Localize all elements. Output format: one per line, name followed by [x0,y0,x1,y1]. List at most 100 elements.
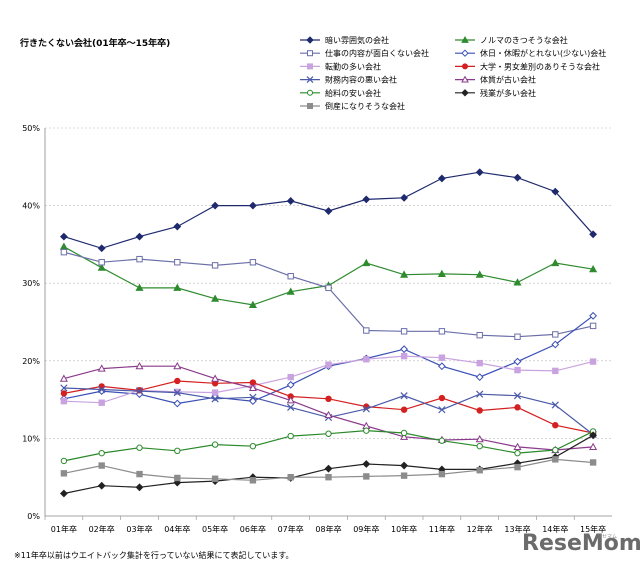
data-point [476,407,483,414]
data-point [97,244,106,253]
data-point [438,470,446,478]
data-point [248,383,257,392]
data-point [400,328,408,335]
data-point [475,168,484,177]
x-tick-label: 13年卒 [504,524,530,534]
chart-title: 行きたくない会社(01年卒～15年卒) [19,37,170,49]
data-point [475,434,484,443]
data-point [211,475,219,482]
data-point [306,76,314,84]
data-point [59,232,68,241]
data-point [135,283,144,291]
y-tick-label: 10% [22,434,40,443]
data-point [60,384,68,392]
x-tick-label: 05年卒 [202,524,228,534]
data-point [307,89,313,96]
data-point [249,393,257,401]
data-point [400,429,408,437]
x-tick-label: 11年卒 [429,524,455,534]
footnote: ※11年卒以前はウエイトバック集計を行っていない結果にて表記しています。 [14,550,293,560]
data-point [287,474,294,481]
legend-label: ノルマのきつそうな会社 [480,35,568,45]
series-line [63,434,594,495]
data-point [136,444,143,451]
data-point [174,447,181,455]
data-point [174,377,181,385]
data-point [173,283,182,291]
x-tick-label: 14年卒 [542,524,568,534]
data-point [461,75,469,83]
data-point [363,356,370,363]
series-7 [59,362,598,454]
data-point [325,284,332,292]
data-point [513,442,522,450]
legend-item: ノルマのきつそうな会社 [455,35,568,45]
data-point [513,278,522,286]
legend-item: 仕事の内容が面白くない会社 [300,48,429,58]
data-point [514,449,521,457]
legend-item: 財務内容の悪い会社 [300,75,397,85]
legend-label: 休日・休暇がとれない(少ない)会社 [480,48,606,58]
data-point [551,258,560,267]
data-point [135,387,144,395]
data-point [476,331,483,339]
data-point [136,470,143,478]
data-point [589,358,597,365]
data-point [286,197,295,205]
data-point [287,373,294,381]
data-point [211,374,220,382]
data-point [97,481,106,490]
y-tick-label: 0% [27,512,40,521]
x-tick-label: 08年卒 [315,524,341,534]
data-point [59,489,68,498]
legend-label: 体質が古い会社 [480,75,536,85]
data-point [98,385,106,394]
data-point [97,263,106,271]
data-point [475,373,484,382]
data-point [514,404,521,411]
series-10 [60,456,597,484]
data-point [60,457,68,465]
data-point [513,173,522,182]
data-point [98,399,105,406]
data-point [60,397,68,405]
data-point [400,472,408,479]
data-point [589,265,598,273]
data-point [589,442,598,450]
data-point [248,201,257,210]
data-point [400,345,409,354]
data-point [135,362,144,370]
y-tick-label: 50% [22,124,40,133]
legend-item: 倒産になりそうな会社 [300,101,405,111]
data-point [211,395,219,403]
data-point [211,294,220,302]
y-tick-label: 20% [22,357,40,366]
data-point [514,463,521,471]
data-point [307,103,313,109]
x-tick-label: 15年卒 [580,524,606,534]
data-point [59,242,68,250]
data-point [513,392,522,400]
axes: 0% 10% 20% 30% 40% 50% 01年卒 02年卒 03年卒 04年卒 05年卒 06年… [22,124,612,534]
series-1 [59,242,598,308]
data-point [135,483,144,492]
data-point [400,270,409,278]
series-4 [60,352,597,406]
data-point [363,427,370,434]
data-point [476,359,483,367]
data-point [461,35,469,43]
data-point [324,410,333,419]
data-point [325,395,332,403]
data-point [400,461,409,470]
data-point [60,248,68,256]
data-point [59,374,68,382]
data-point [211,389,219,396]
data-point [551,340,560,349]
data-point [136,255,143,263]
data-point [461,89,469,97]
data-point [307,63,313,70]
data-point [400,352,408,360]
legend-label: 転勤の多い会社 [325,61,381,71]
data-point [461,49,469,57]
